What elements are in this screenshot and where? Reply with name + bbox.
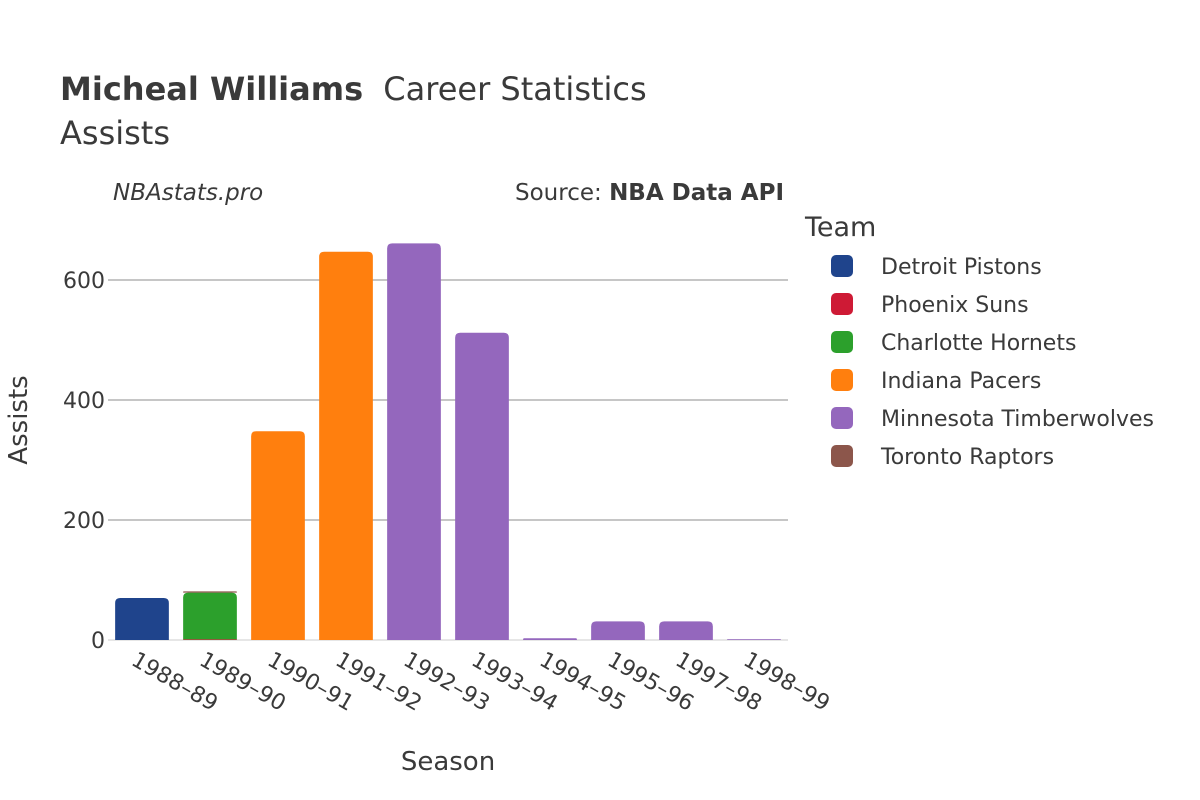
legend-swatch <box>831 293 853 315</box>
bar-indiana-pacers-1991–92 <box>319 251 373 641</box>
bar-minnesota-timberwolves-1992–93 <box>387 243 441 640</box>
bars <box>115 243 781 641</box>
y-tick-label: 200 <box>63 509 105 534</box>
y-tick-label: 400 <box>63 389 105 414</box>
x-tick-labels: 1988–891989–901990–911991–921992–931993–… <box>127 648 834 717</box>
legend-swatch <box>831 445 853 467</box>
chart-title: Micheal Williams Career Statistics <box>60 70 647 108</box>
source-name: NBA Data API <box>609 180 784 206</box>
legend-swatch <box>831 331 853 353</box>
legend-label: Charlotte Hornets <box>881 331 1076 356</box>
legend-label: Detroit Pistons <box>881 255 1042 280</box>
legend-label: Minnesota Timberwolves <box>881 407 1154 432</box>
chart-title-rest: Career Statistics <box>383 70 646 108</box>
source-prefix: Source: <box>515 180 609 206</box>
bar-minnesota-timberwolves-1994–95 <box>523 638 577 640</box>
bar-minnesota-timberwolves-1995–96 <box>591 621 645 640</box>
y-axis-title: Assists <box>4 375 34 464</box>
source-credit: Source: NBA Data API <box>515 180 784 206</box>
gridlines <box>108 279 788 641</box>
bar-minnesota-timberwolves-1998–99 <box>727 639 781 640</box>
chart-title-bold: Micheal Williams <box>60 70 363 108</box>
legend-swatch <box>831 255 853 277</box>
legend-title: Team <box>804 212 876 243</box>
y-tick-label: 600 <box>63 269 105 294</box>
legend-label: Phoenix Suns <box>881 293 1029 318</box>
chart-subtitle: Assists <box>60 114 170 152</box>
bar-minnesota-timberwolves-1997–98 <box>659 621 713 640</box>
legend-label: Indiana Pacers <box>881 369 1041 394</box>
bar-detroit-pistons-1988–89 <box>115 598 169 640</box>
bar-toronto-raptors-1989–90 <box>183 591 237 593</box>
legend-swatch <box>831 407 853 429</box>
y-tick-label: 0 <box>91 629 105 654</box>
bar-indiana-pacers-1990–91 <box>251 431 305 640</box>
legend: Detroit Pistons Phoenix Suns Charlotte Hor… <box>831 255 1154 470</box>
legend-swatch <box>831 369 853 391</box>
x-axis-title: Season <box>401 747 495 777</box>
bar-charlotte-hornets-1989–90 <box>183 592 237 640</box>
y-tick-labels: 0 200 400 600 <box>63 269 105 654</box>
bar-minnesota-timberwolves-1993–94 <box>455 332 509 640</box>
legend-label: Toronto Raptors <box>880 445 1054 470</box>
watermark: NBAstats.pro <box>113 180 263 206</box>
